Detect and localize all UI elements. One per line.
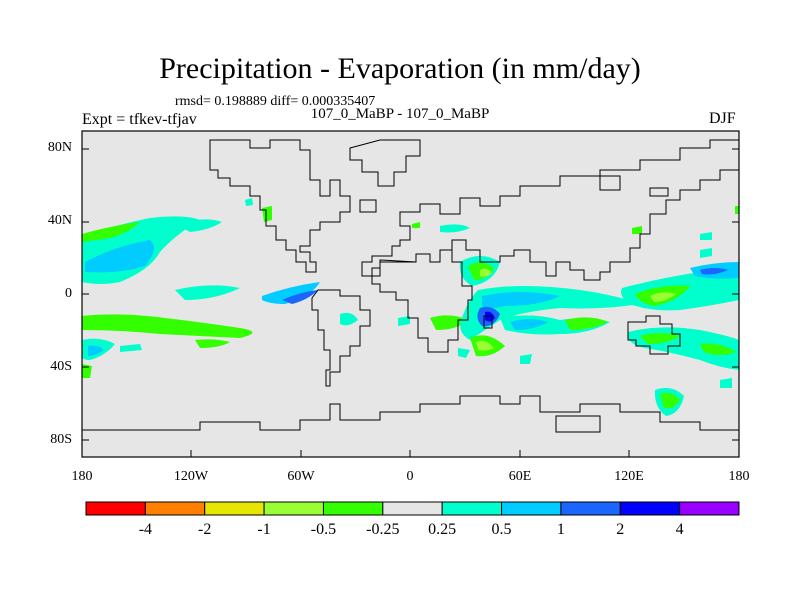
colorbar-label: 2 — [616, 521, 625, 538]
anomaly-tpac-2 — [262, 282, 320, 304]
x-tick-label: 60E — [508, 469, 532, 484]
anomaly-sio-small — [520, 354, 532, 364]
anomaly-npac-west-1 — [700, 232, 712, 240]
colorbar-box — [382, 501, 443, 516]
colorbar-box — [322, 501, 384, 516]
experiment-label: Expt = tfkev-tfjav — [82, 111, 197, 128]
anomaly-spac-band — [82, 314, 253, 338]
anomaly-tpac-core — [282, 290, 318, 304]
y-tick-label: 80S — [50, 432, 72, 447]
colorbar-box — [619, 501, 681, 516]
colorbar-label: 0.5 — [491, 521, 512, 538]
anomaly-natl — [412, 222, 420, 228]
colorbar-label: 1 — [556, 521, 565, 538]
anomaly-wpac-core — [700, 268, 728, 275]
anomaly-npacific-green — [82, 222, 140, 242]
anomaly-spac-mid2 — [195, 339, 230, 348]
x-tick-label: 0 — [406, 469, 414, 484]
page-title: Precipitation - Evaporation (in mm/day) — [159, 52, 641, 85]
anomaly-npacific-east — [175, 219, 222, 232]
anomaly-sindian-green — [565, 317, 608, 330]
anomaly-africa-north-inner — [480, 268, 492, 277]
y-tick-label: 80N — [47, 140, 72, 155]
y-tick-label: 0 — [65, 286, 72, 301]
colorbar-label: -2 — [198, 521, 212, 538]
colorbar-box — [144, 501, 206, 516]
anomaly-npacific-core — [85, 240, 154, 273]
x-tick-label: 120E — [614, 469, 644, 484]
anomaly-indian-blue — [482, 292, 560, 308]
colorbar-label: -0.5 — [310, 521, 337, 538]
anomaly-safrica-west — [458, 348, 470, 358]
anomaly-atl-south2 — [430, 315, 468, 330]
anomaly-spac-left-core — [88, 345, 104, 356]
anomaly-npac-west-2 — [735, 206, 739, 214]
colorbar-box — [263, 501, 324, 516]
colorbar-box — [441, 501, 503, 516]
tick-marks — [81, 148, 740, 457]
anomaly-samerica — [340, 312, 358, 326]
colorbar-box — [560, 501, 621, 516]
field-anomalies — [82, 198, 739, 416]
colorbar-label: -4 — [138, 521, 153, 538]
anomaly-npac-west-4 — [700, 248, 712, 258]
comparison-subtitle: 107_0_MaBP - 107_0_MaBP — [310, 106, 490, 122]
rmsd-diff-stats: rmsd= 0.198889 diff= 0.000335407 — [175, 94, 376, 109]
x-tick-label: 180 — [71, 469, 93, 484]
colorbar-box — [85, 501, 146, 516]
colorbar-box — [501, 501, 562, 516]
colorbar-label: -1 — [257, 521, 271, 538]
x-tick-label: 180 — [728, 469, 750, 484]
coastlines — [82, 139, 740, 433]
colorbar — [85, 501, 740, 516]
anomaly-europe — [440, 224, 470, 233]
y-tick-label: 40N — [47, 213, 72, 228]
anomaly-npac-west-3 — [632, 226, 642, 234]
anomaly-safrica-core — [476, 340, 494, 351]
anomaly-swpac-green — [640, 333, 680, 344]
anomaly-so-small — [720, 378, 732, 388]
anomaly-spac-mid — [120, 344, 142, 352]
colorbar-label: 4 — [675, 521, 684, 538]
x-tick-label: 120W — [173, 469, 209, 484]
anomaly-sindian-core — [510, 319, 548, 330]
y-tick-label: 40S — [50, 359, 72, 374]
colorbar-label: 0.25 — [428, 521, 457, 538]
season-label: DJF — [709, 110, 736, 127]
anomaly-wpac-inner — [650, 292, 676, 302]
anomaly-atl-south — [398, 316, 410, 326]
colorbar-label: -0.25 — [366, 521, 400, 538]
anomaly-swpac-green2 — [700, 343, 736, 355]
colorbar-box — [679, 501, 740, 516]
anomaly-small-1 — [245, 198, 253, 206]
anomaly-tpac-1 — [175, 285, 240, 300]
x-tick-label: 60W — [287, 469, 315, 484]
colorbar-box — [204, 501, 265, 516]
anomaly-southern-ocean-core — [660, 392, 680, 409]
